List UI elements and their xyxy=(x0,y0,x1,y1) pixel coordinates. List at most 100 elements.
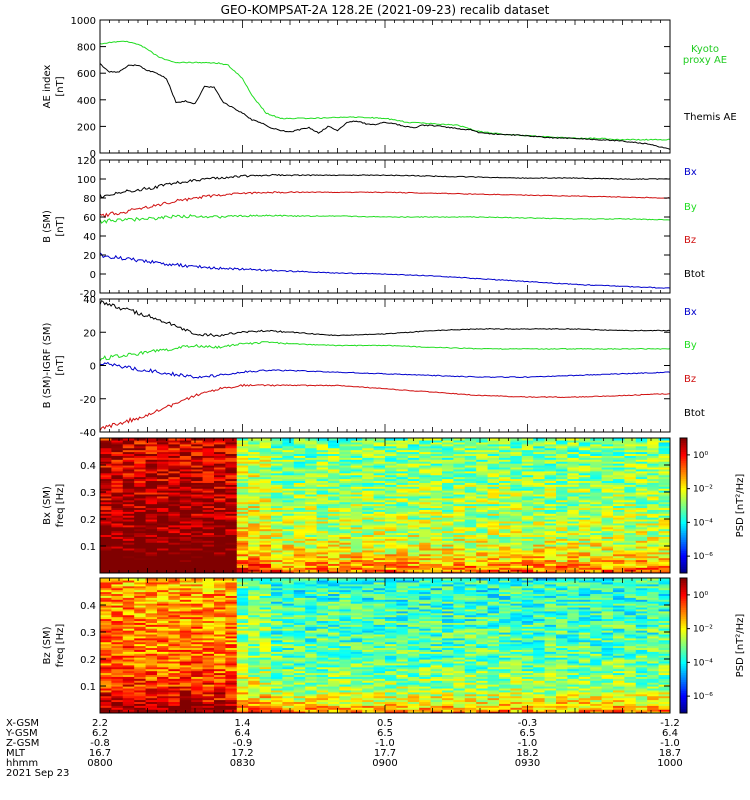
spectrogram-cell xyxy=(202,701,215,704)
spectrogram-cell xyxy=(647,546,660,549)
spectrogram-cell xyxy=(157,472,169,476)
spectrogram-cell xyxy=(134,569,147,572)
spectrogram-cell xyxy=(225,553,238,557)
spectrogram-cell xyxy=(157,595,169,598)
spectrogram-cell xyxy=(202,620,215,623)
spectrogram-cell xyxy=(282,451,295,455)
spectrogram-cell xyxy=(202,680,215,683)
spectrogram-cell xyxy=(259,499,272,503)
spectrogram-cell xyxy=(157,583,169,587)
spectrogram-cell xyxy=(442,565,454,568)
spectrogram-cell xyxy=(396,463,409,466)
spectrogram-cell xyxy=(601,528,614,532)
spectrogram-cell xyxy=(476,453,489,456)
spectrogram-cell xyxy=(259,546,272,549)
spectrogram-cell xyxy=(293,484,306,487)
colorbar-step xyxy=(680,442,687,446)
spectrogram-cell xyxy=(191,655,204,658)
spectrogram-cell xyxy=(464,536,477,539)
spectrogram-cell xyxy=(339,443,352,447)
spectrogram-cell xyxy=(658,505,670,509)
spectrogram-cell xyxy=(396,490,409,493)
spectrogram-cell xyxy=(179,544,192,547)
spectrogram-cell xyxy=(236,449,249,453)
spectrogram-cell xyxy=(282,538,295,541)
spectrogram-cell xyxy=(111,511,124,514)
spectrogram-cell xyxy=(476,517,489,520)
spectrogram-cell xyxy=(316,461,329,464)
spectrogram-cell xyxy=(202,639,215,643)
spectrogram-cell xyxy=(248,524,261,528)
spectrogram-cell xyxy=(134,599,147,602)
spectrogram-cell xyxy=(202,651,215,654)
spectrogram-cell xyxy=(214,536,226,539)
spectrogram-cell xyxy=(601,461,614,464)
spectrogram-cell xyxy=(590,530,603,534)
spectrogram-cell xyxy=(442,557,454,561)
spectrogram-cell xyxy=(419,505,432,509)
spectrogram-cell xyxy=(168,468,181,472)
spectrogram-cell xyxy=(339,459,352,462)
spectrogram-cell xyxy=(259,463,272,466)
spectrogram-cell xyxy=(145,703,158,706)
spectrogram-cell xyxy=(157,651,169,654)
spectrogram-cell xyxy=(658,445,670,449)
spectrogram-cell xyxy=(122,707,135,710)
spectrogram-cell xyxy=(613,555,625,559)
colorbar-step xyxy=(680,505,687,509)
spectrogram-cell xyxy=(248,492,261,495)
spectrogram-cell xyxy=(168,593,181,596)
spectrogram-cell xyxy=(293,511,306,514)
spectrogram-cell xyxy=(316,468,329,472)
spectrogram-cell xyxy=(225,497,238,501)
spectrogram-cell xyxy=(601,451,614,455)
spectrogram-cell xyxy=(134,635,147,639)
spectrogram-cell xyxy=(259,540,272,543)
spectrogram-cell xyxy=(122,501,135,505)
spectrogram-cell xyxy=(236,476,249,480)
spectrogram-cell xyxy=(373,536,386,539)
spectrogram-cell xyxy=(567,569,580,572)
spectrogram-cell xyxy=(590,488,603,491)
spectrogram-cell xyxy=(624,465,637,468)
spectrogram-cell xyxy=(100,470,112,474)
spectrogram-cell xyxy=(168,465,181,468)
spectrogram-cell xyxy=(157,528,169,532)
spectrogram-cell xyxy=(168,567,181,570)
spectrogram-cell xyxy=(624,561,637,564)
spectrogram-cell xyxy=(122,672,135,676)
spectrogram-cell xyxy=(168,534,181,537)
spectrogram-cell xyxy=(613,463,625,466)
spectrogram-cell xyxy=(487,551,500,555)
spectrogram-cell xyxy=(168,653,181,656)
spectrogram-cell xyxy=(328,559,340,563)
spectrogram-cell xyxy=(168,614,181,618)
spectrogram-cell xyxy=(339,524,352,528)
spectrogram-cell xyxy=(122,497,135,501)
spectrogram-cell xyxy=(214,470,226,474)
spectrogram-cell xyxy=(647,538,660,541)
spectrogram-cell xyxy=(100,662,112,666)
spectrogram-cell xyxy=(613,474,625,478)
spectrogram-cell xyxy=(157,522,169,526)
spectrogram-cell xyxy=(578,457,591,460)
spectrogram-cell xyxy=(100,499,112,503)
spectrogram-cell xyxy=(214,441,226,445)
spectrogram-cell xyxy=(248,490,261,493)
spectrogram-cell xyxy=(350,528,363,532)
y-tick-label: 0 xyxy=(90,270,96,281)
spectrogram-cell xyxy=(179,505,192,509)
spectrogram-cell xyxy=(179,693,192,697)
spectrogram-cell xyxy=(487,476,500,480)
spectrogram-cell xyxy=(419,553,432,557)
spectrogram-cell xyxy=(157,501,169,505)
spectrogram-cell xyxy=(453,449,466,453)
spectrogram-cell xyxy=(191,599,204,602)
spectrogram-cell xyxy=(339,480,352,483)
spectrogram-cell xyxy=(248,519,261,522)
spectrogram-cell xyxy=(305,493,318,497)
spectrogram-cell xyxy=(214,695,226,699)
spectrogram-cell xyxy=(339,495,352,499)
spectrogram-cell xyxy=(111,470,124,474)
y-tick-label: 0.1 xyxy=(80,542,96,553)
